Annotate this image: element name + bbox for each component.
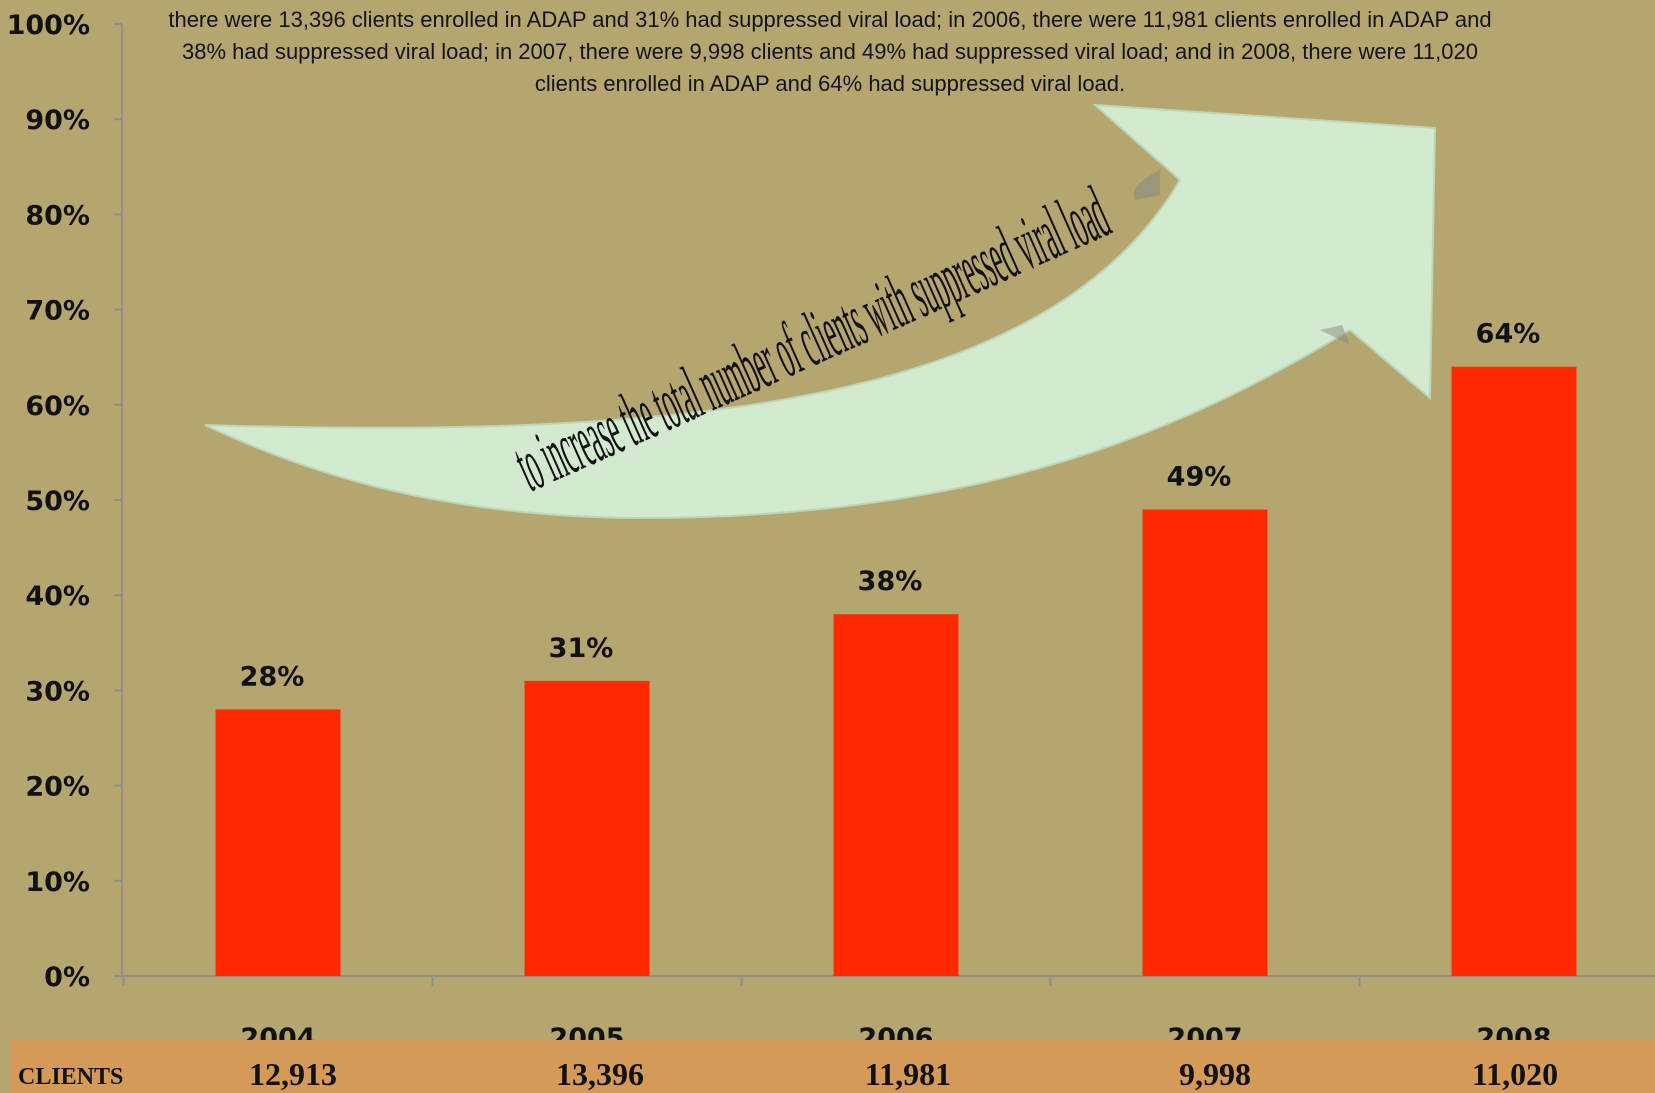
y-axis-tick-labels: 0% 10% 20% 30% 40% 50% 60% 70% 80% 90% 100% [7, 10, 122, 993]
clients-label: CLIENTS [18, 1064, 124, 1090]
description-text: there were 13,396 clients enrolled in AD… [120, 4, 1540, 100]
bar-data-label: 28% [240, 661, 305, 692]
y-axis-tick-label: 40% [25, 581, 90, 612]
clients-band [10, 1040, 1655, 1093]
trend-arrow: to increase the total number of clients … [204, 103, 1437, 520]
y-axis-tick-label: 20% [25, 772, 90, 803]
description-line-3: clients enrolled in ADAP and 64% had sup… [534, 71, 1126, 96]
bar-2007 [1142, 509, 1268, 976]
bar-2008 [1451, 366, 1577, 977]
client-count-2007: 9,998 [1179, 1056, 1251, 1092]
description-line-1: there were 13,396 clients enrolled in AD… [168, 7, 1492, 32]
client-count-2008: 11,020 [1471, 1056, 1559, 1092]
trend-arrow-shape [204, 103, 1437, 520]
bar-2005 [524, 680, 650, 976]
y-axis-tick-label: 60% [25, 391, 90, 422]
y-axis-tick-label: 80% [25, 200, 90, 231]
bars [215, 366, 1577, 977]
client-count-2005: 13,396 [556, 1056, 644, 1092]
y-axis-tick-label: 30% [25, 676, 90, 707]
bar-data-label: 31% [549, 633, 614, 664]
y-axis-tick-label: 50% [25, 486, 90, 517]
y-axis-tick-label: 70% [25, 296, 90, 327]
bar-data-labels: 28% 31% 38% 49% 64% [240, 319, 1541, 693]
description-line-2: 38% had suppressed viral load; in 2007, … [181, 39, 1478, 64]
bar-2004 [215, 709, 341, 976]
y-axis-tick-label: 10% [25, 867, 90, 898]
y-axis-tick-label: 0% [44, 962, 90, 993]
client-count-2006: 11,981 [864, 1056, 952, 1092]
bar-data-label: 64% [1476, 319, 1541, 350]
bar-data-label: 38% [858, 566, 923, 597]
y-axis-tick-label: 90% [25, 105, 90, 136]
bar-2006 [833, 614, 959, 976]
bar-data-label: 49% [1167, 462, 1232, 493]
y-axis-tick-label: 100% [7, 10, 90, 41]
client-count-2004: 12,913 [249, 1056, 337, 1092]
